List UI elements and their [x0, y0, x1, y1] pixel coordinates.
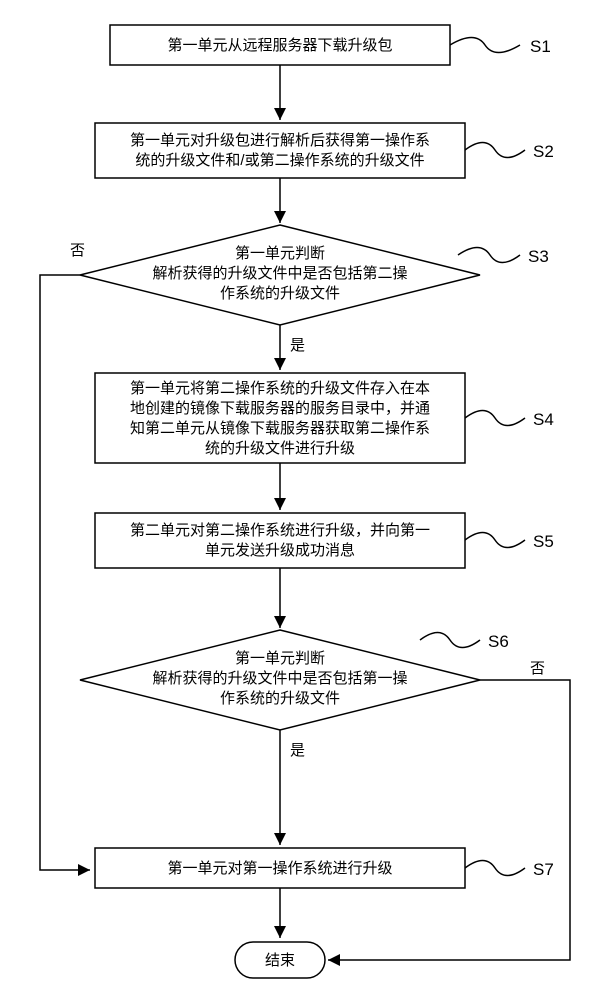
step-s4-text2: 地创建的镜像下载服务器的服务目录中，并通 [130, 399, 430, 417]
step-s2-text1: 第一单元对升级包进行解析后获得第一操作系 [130, 131, 430, 149]
step-s4-text4: 统的升级文件进行升级 [205, 440, 355, 457]
s3-connector [458, 248, 520, 263]
step-s7-text: 第一单元对第一操作系统进行升级 [167, 859, 392, 877]
step-s4-text3: 知第二单元从镜像下载服务器获取第二操作系 [130, 419, 430, 437]
s6-no-label: 否 [530, 660, 545, 677]
s3-no-label: 否 [70, 242, 85, 259]
s1-connector [450, 38, 520, 53]
step-s5-text2: 单元发送升级成功消息 [205, 542, 355, 559]
step-s3-text3: 作系统的升级文件 [220, 285, 340, 302]
s2-label: S2 [533, 142, 554, 161]
s1-label: S1 [530, 37, 551, 56]
s4-connector [465, 411, 525, 426]
step-s3-text2: 解析获得的升级文件中是否包括第二操 [152, 264, 407, 282]
s2-connector [465, 143, 525, 158]
s3-yes-label: 是 [290, 337, 305, 354]
s6-label: S6 [488, 632, 509, 651]
step-s1-text: 第一单元从远程服务器下载升级包 [167, 36, 392, 54]
step-s4-text1: 第一单元将第二操作系统的升级文件存入在本 [130, 379, 430, 397]
arrow-s3-no [40, 275, 90, 870]
s7-connector [465, 861, 525, 876]
s5-label: S5 [533, 532, 554, 551]
step-s3-text1: 第一单元判断 [235, 244, 325, 262]
s7-label: S7 [533, 860, 554, 879]
end-text: 结束 [265, 952, 295, 969]
step-s6-text1: 第一单元判断 [235, 649, 325, 667]
step-s6-text2: 解析获得的升级文件中是否包括第一操 [152, 669, 407, 687]
s3-label: S3 [528, 247, 549, 266]
step-s5-text1: 第二单元对第二操作系统进行升级，并向第一 [130, 521, 430, 539]
arrow-s6-no [328, 680, 570, 960]
step-s2-text2: 统的升级文件和/或第二操作系统的升级文件 [135, 151, 424, 169]
s6-yes-label: 是 [290, 742, 305, 759]
s5-connector [465, 533, 525, 548]
s4-label: S4 [533, 410, 554, 429]
step-s6-text3: 作系统的升级文件 [220, 690, 340, 707]
s6-connector [420, 633, 480, 648]
